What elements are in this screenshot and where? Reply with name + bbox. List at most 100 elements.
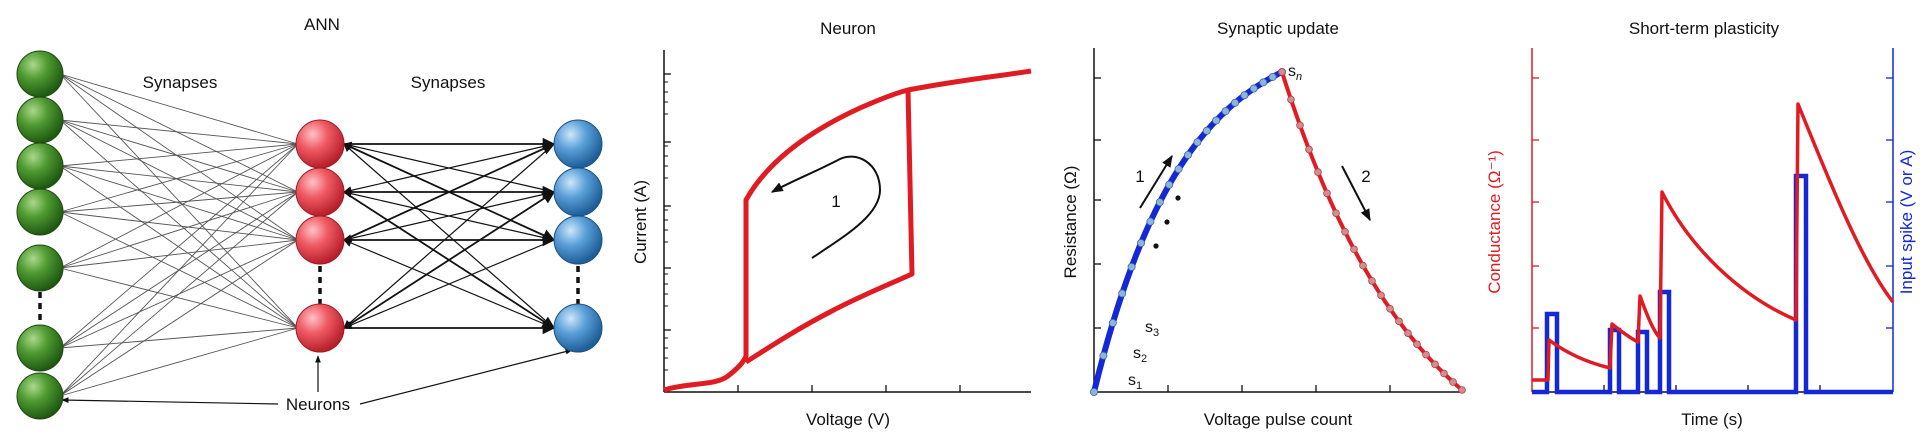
neuron-sweep-arrow	[770, 155, 882, 259]
synapse-line	[59, 327, 299, 349]
synaptic-state-marker	[1386, 304, 1394, 313]
synaptic-state-marker	[1458, 386, 1466, 394]
synaptic-arrow2-label: 2	[1361, 167, 1370, 186]
neurons-pointer-arrow	[359, 348, 573, 405]
synapse-line	[59, 165, 299, 241]
input-neuron	[16, 324, 64, 372]
synaptic-panel: Synaptic update Voltage pulse count Resi…	[1061, 19, 1466, 429]
input-neuron	[16, 244, 64, 292]
synaptic-state-s3: s3	[1145, 319, 1159, 339]
synaptic-state-marker	[1118, 289, 1127, 298]
synaptic-state-marker	[1449, 378, 1457, 386]
synaptic-state-sn: sn	[1288, 63, 1302, 83]
stp-conductance-trace	[1532, 102, 1895, 382]
synaptic-potentiation-arrow	[1139, 154, 1173, 209]
synapse-line	[59, 73, 299, 241]
output-neuron	[553, 303, 603, 353]
neuron-iv-loop-curve	[663, 68, 1032, 393]
hidden-neuron	[295, 167, 345, 217]
stp-panel: Short-term plasticity Time (s) Conductan…	[1485, 19, 1916, 429]
synapse-line	[59, 143, 299, 167]
ann-neurons-label: Neurons	[286, 395, 350, 414]
synaptic-ellipsis-dot	[1175, 195, 1181, 201]
hidden-neuron	[295, 119, 345, 169]
ann-synapses-right-label: Synapses	[411, 73, 486, 92]
synapse-line	[59, 211, 299, 241]
synaptic-curves	[1090, 68, 1466, 396]
synaptic-axes	[1093, 48, 1462, 393]
synapse-line	[59, 143, 299, 349]
synaptic-state-marker	[1296, 121, 1304, 130]
input-neuron	[16, 188, 64, 236]
synaptic-state-marker	[1259, 78, 1268, 87]
synaptic-state-marker	[1090, 387, 1099, 396]
synaptic-state-marker	[1137, 239, 1146, 248]
synaptic-state-marker	[1146, 217, 1155, 226]
synaptic-state-marker	[1395, 317, 1403, 326]
synaptic-ellipsis-dot	[1153, 243, 1159, 249]
synapse-line	[59, 73, 299, 145]
synaptic-state-marker	[1413, 340, 1421, 349]
synapse-line	[59, 143, 299, 397]
ann-connections	[38, 73, 580, 405]
synaptic-xlabel: Voltage pulse count	[1204, 410, 1353, 429]
synapse-arrow	[343, 143, 555, 329]
synaptic-state-marker	[1404, 329, 1412, 337]
synaptic-ylabel: Resistance (Ω)	[1061, 166, 1080, 279]
synaptic-depression-curve	[1280, 70, 1464, 392]
synapse-line	[59, 191, 299, 397]
ann-title: ANN	[304, 15, 340, 34]
synaptic-state-marker	[1231, 98, 1240, 107]
neuron-panel: Neuron Voltage (V) Current (A) 1	[631, 19, 1032, 429]
output-neuron	[553, 119, 603, 169]
synaptic-state-marker	[1377, 291, 1385, 300]
synapse-arrow	[343, 239, 555, 329]
synapse-line	[59, 119, 299, 193]
synaptic-potentiation-curve	[1091, 69, 1285, 395]
ann-synapses-left-label: Synapses	[143, 73, 218, 92]
neuron-ylabel: Current (A)	[631, 180, 650, 264]
synaptic-state-marker	[1314, 168, 1322, 176]
ann-panel: ANN Synapses Synapses Neurons	[16, 15, 603, 420]
synaptic-state-marker	[1165, 180, 1174, 189]
input-neuron	[16, 96, 64, 144]
input-neuron	[16, 372, 64, 420]
synaptic-state-marker	[1287, 95, 1295, 104]
synapse-line	[59, 143, 299, 269]
synaptic-state-marker	[1431, 360, 1439, 369]
stp-title: Short-term plasticity	[1629, 19, 1780, 38]
synaptic-state-marker	[1268, 72, 1277, 81]
synaptic-state-marker	[1212, 116, 1221, 125]
synapse-line	[59, 239, 299, 269]
synaptic-ellipsis-dot	[1164, 219, 1170, 225]
neuron-title: Neuron	[820, 19, 876, 38]
neuron-loop-label: 1	[831, 192, 840, 211]
synaptic-state-marker	[1155, 198, 1164, 207]
stp-xlabel: Time (s)	[1681, 410, 1743, 429]
synaptic-state-marker	[1332, 209, 1340, 217]
synaptic-state-marker	[1359, 261, 1367, 270]
synaptic-state-marker	[1193, 138, 1202, 147]
synaptic-state-marker	[1278, 68, 1286, 76]
synaptic-state-marker	[1127, 262, 1136, 271]
synaptic-state-marker	[1350, 245, 1358, 254]
synaptic-state-marker	[1305, 145, 1313, 154]
synaptic-state-marker	[1184, 150, 1193, 159]
synaptic-title: Synaptic update	[1217, 19, 1339, 38]
stp-ylabel-right: Input spike (V or A)	[1897, 150, 1916, 295]
synaptic-arrow1-label: 1	[1135, 167, 1144, 186]
synapse-arrow	[343, 191, 556, 329]
synapse-line	[59, 73, 299, 329]
synaptic-state-marker	[1240, 91, 1249, 100]
synapse-line	[59, 73, 299, 193]
synaptic-state-marker	[1202, 126, 1211, 135]
input-neuron	[16, 50, 64, 98]
synaptic-state-marker	[1249, 84, 1258, 93]
stp-axes	[1531, 48, 1894, 393]
synapse-arrow	[343, 191, 555, 243]
hidden-neuron	[295, 303, 345, 353]
synaptic-state-marker	[1368, 277, 1376, 285]
neuron-axes	[663, 50, 1031, 393]
synapse-line	[59, 191, 299, 269]
